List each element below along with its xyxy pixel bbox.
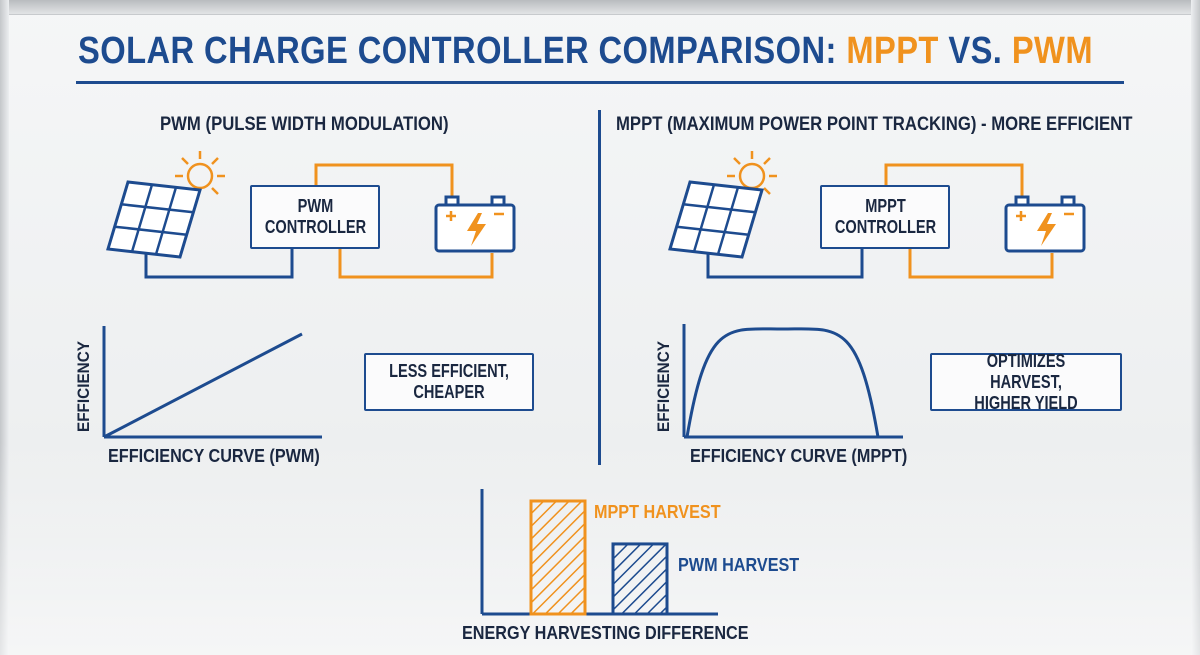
solar-panel-icon xyxy=(668,180,764,259)
mppt-wire-panel-to-controller xyxy=(706,248,864,279)
board-frame-top xyxy=(0,0,1200,15)
title-pwm: PWM xyxy=(1011,30,1093,72)
title-vs: VS. xyxy=(938,30,1012,72)
pwm-note-line-2: CHEAPER xyxy=(413,382,485,402)
mppt-chart-caption: EFFICIENCY CURVE (MPPT) xyxy=(690,446,908,466)
harvest-chart-caption: ENERGY HARVESTING DIFFERENCE xyxy=(462,623,749,643)
mppt-note-line-1: OPTIMIZES HARVEST, xyxy=(986,350,1066,392)
solar-panel-icon xyxy=(106,180,202,259)
mppt-wire-battery-return xyxy=(908,248,1054,279)
pwm-note-box: LESS EFFICIENT, CHEAPER xyxy=(364,353,534,411)
pwm-harvest-bar xyxy=(611,542,669,616)
pwm-wire-battery-return xyxy=(338,248,494,279)
mppt-note-line-2: HIGHER YIELD xyxy=(974,392,1078,413)
pwm-harvest-label: PWM HARVEST xyxy=(678,555,800,575)
title-main: SOLAR CHARGE CONTROLLER COMPARISON: xyxy=(78,30,847,72)
mppt-wire-controller-to-battery xyxy=(884,163,1024,197)
pwm-controller-label-1: PWM xyxy=(297,196,333,216)
mppt-section-heading: MPPT (MAXIMUM POWER POINT TRACKING) - MO… xyxy=(616,114,1133,135)
mppt-chart-ylabel: EFFICIENCY xyxy=(654,341,673,432)
harvest-bar-chart xyxy=(480,489,718,616)
sun-icon xyxy=(175,151,225,195)
mppt-harvest-bar xyxy=(529,499,587,616)
pwm-controller-label-2: CONTROLLER xyxy=(264,217,366,237)
board-frame-right xyxy=(1191,0,1200,655)
pwm-chart-caption: EFFICIENCY CURVE (PWM) xyxy=(108,446,320,466)
mppt-controller-label-2: CONTROLLER xyxy=(834,217,936,237)
pwm-note-line-1: LESS EFFICIENT, xyxy=(389,361,509,381)
mppt-controller-label-1: MPPT xyxy=(864,196,906,216)
mppt-efficiency-curve xyxy=(685,327,880,438)
board-frame-left xyxy=(0,0,9,655)
title-mppt: MPPT xyxy=(846,30,939,72)
page-title: SOLAR CHARGE CONTROLLER COMPARISON: MPPT… xyxy=(78,30,1093,73)
pwm-wiring xyxy=(144,163,494,279)
pwm-controller-box: PWM CONTROLLER xyxy=(250,185,380,249)
battery-icon xyxy=(1004,195,1086,253)
pwm-efficiency-line xyxy=(103,332,303,439)
pwm-efficiency-chart xyxy=(102,326,322,439)
pwm-chart-ylabel: EFFICIENCY xyxy=(74,341,93,432)
light-glare xyxy=(0,440,1200,655)
mppt-efficiency-chart xyxy=(682,324,903,439)
battery-icon xyxy=(434,195,516,253)
mppt-harvest-label: MPPT HARVEST xyxy=(594,502,721,522)
pwm-wire-controller-to-battery xyxy=(314,163,454,197)
pwm-section-heading: PWM (PULSE WIDTH MODULATION) xyxy=(160,114,449,135)
section-divider xyxy=(598,110,601,465)
title-underline xyxy=(76,81,1124,84)
mppt-note-box: OPTIMIZES HARVEST, HIGHER YIELD xyxy=(930,350,1122,413)
mppt-wiring xyxy=(706,163,1054,279)
pwm-wire-panel-to-controller xyxy=(144,248,294,279)
mppt-controller-box: MPPT CONTROLLER xyxy=(820,185,950,249)
